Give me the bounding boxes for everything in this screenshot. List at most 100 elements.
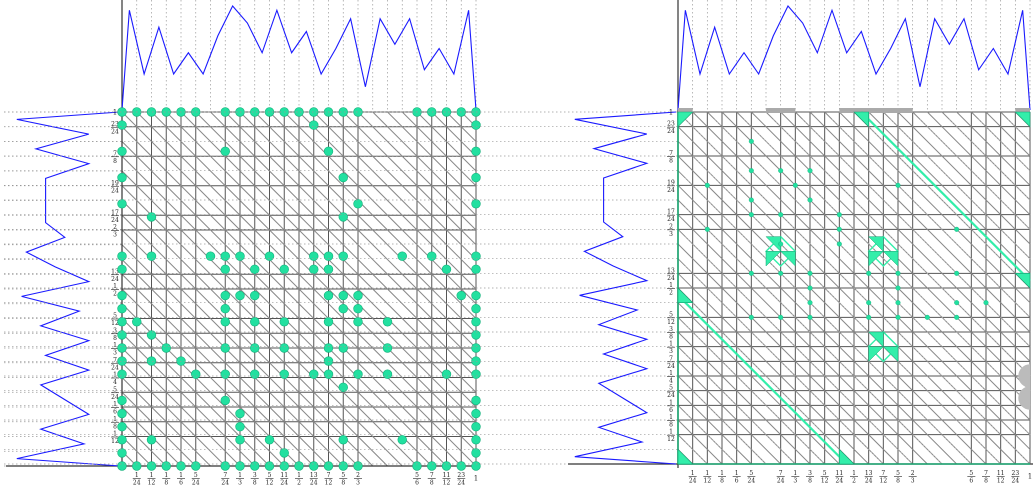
y-tick-label-den: 2 [113, 291, 117, 298]
y-tick-label-num: 7 [113, 150, 117, 157]
y-tick-label-den: 24 [667, 275, 675, 282]
y-tick-label-num: 7 [669, 150, 673, 157]
intersection-dot [117, 303, 127, 314]
small-dot [748, 168, 754, 174]
diagonal-line [254, 111, 477, 334]
diagonal-line [853, 111, 1031, 289]
diagonal-line [677, 360, 782, 465]
intersection-dot [279, 369, 289, 379]
x-tick-label-den: 2 [852, 478, 856, 485]
intersection-dot [338, 107, 348, 117]
y-tick-label-den: 3 [113, 232, 117, 239]
x-tick-label: 712 [324, 472, 333, 487]
y-tick-label-num: 17 [111, 209, 119, 216]
x-tick-label-den: 24 [748, 478, 756, 485]
y-tick-label-den: 4 [113, 379, 117, 386]
intersection-dot [397, 435, 407, 445]
y-tick-label: 16 [667, 399, 675, 414]
intersection-dot [161, 461, 171, 471]
small-dot [778, 168, 784, 174]
top-profile-line [677, 5, 1031, 111]
small-dots [704, 138, 989, 320]
small-dot [895, 285, 901, 291]
y-tick-label-num: 7 [669, 355, 673, 362]
intersection-dot [309, 264, 319, 275]
small-dot [866, 270, 872, 276]
x-tick-label-num: 5 [823, 470, 827, 477]
diagonal-line [328, 111, 477, 260]
intersection-dot [117, 435, 127, 445]
x-tick-label-den: 24 [777, 478, 785, 485]
y-tick-label: 18 [111, 416, 119, 430]
diagonal-line [677, 184, 958, 465]
intersection-dot [161, 343, 171, 353]
diagonal-line [121, 185, 403, 467]
x-tick-label-den: 12 [325, 480, 333, 487]
intersection-dot [353, 107, 363, 117]
intersection-dot [471, 264, 481, 275]
diagonal-line [151, 111, 477, 437]
y-tick-label: 14 [667, 370, 675, 385]
dotted-diagonal [1007, 119, 1031, 142]
intersection-dot [441, 264, 452, 275]
diagonal-line [298, 111, 477, 290]
intersection-dot [146, 461, 157, 471]
x-tick-label: 56 [413, 472, 421, 487]
highlight-triangle [853, 111, 869, 128]
y-tick-label: 524 [111, 386, 119, 401]
y-tick-label-num: 1 [113, 342, 117, 349]
x-tick-label: 58 [339, 472, 348, 487]
intersection-dot [250, 317, 260, 327]
diamond-outline [765, 235, 797, 267]
x-tick-label-num: 11 [836, 470, 844, 477]
intersection-dot [117, 290, 127, 301]
left-profile-line [16, 111, 121, 467]
intersection-dot [353, 369, 363, 379]
intersection-dot [191, 369, 201, 379]
small-dot [895, 182, 901, 188]
x-tick-label-den: 24 [133, 480, 141, 487]
y-tick-label-num: 1 [113, 372, 117, 379]
intersection-dot [471, 408, 481, 419]
x-tick-label: 512 [820, 470, 829, 485]
right-panel: 1241121816524724133851211241213247125823… [4, 0, 1033, 485]
intersection-dot [279, 264, 289, 275]
diagonal-line [809, 111, 1031, 333]
intersection-dot [471, 330, 481, 340]
diagonal-lines [121, 111, 477, 467]
intersection-dot [353, 317, 363, 327]
y-tick-label-den: 8 [669, 334, 673, 341]
intersection-dot [338, 172, 348, 183]
x-tick-label-den: 3 [911, 478, 915, 485]
small-dot [807, 314, 813, 320]
x-tick-label: 724 [776, 470, 785, 485]
highlight-triangle [1014, 273, 1031, 289]
dotted-diagonal [773, 119, 1031, 377]
highlight-triangle [839, 448, 855, 465]
intersection-dot [353, 199, 363, 209]
intersection-dot [117, 264, 127, 275]
small-dot [895, 300, 901, 306]
diagonal-line [956, 111, 1031, 186]
x-tick-label: 112 [147, 472, 156, 487]
intersection-dot [264, 435, 275, 445]
x-tick-label-num: 5 [268, 472, 272, 479]
left-panel: 1241121816524724133851211241213247125823… [4, 0, 481, 487]
diagonal-line [210, 111, 477, 378]
diagonal-line [416, 111, 477, 172]
intersection-dot [382, 369, 393, 379]
y-tick-label: 16 [111, 401, 119, 416]
x-tick-label-den: 12 [148, 480, 156, 487]
diamond-outline [867, 235, 899, 267]
diamond-triangle [765, 251, 782, 267]
diagonal-line [121, 273, 315, 467]
intersection-dot [117, 330, 127, 340]
y-tick-label: 724 [667, 355, 675, 370]
diagonal-line [121, 436, 152, 467]
y-tick-label: 724 [111, 357, 119, 371]
x-tick-label-den: 24 [280, 480, 288, 487]
y-tick-label-num: 23 [667, 121, 675, 128]
diagonal-line [121, 259, 329, 467]
y-tick-label-den: 24 [111, 364, 119, 371]
